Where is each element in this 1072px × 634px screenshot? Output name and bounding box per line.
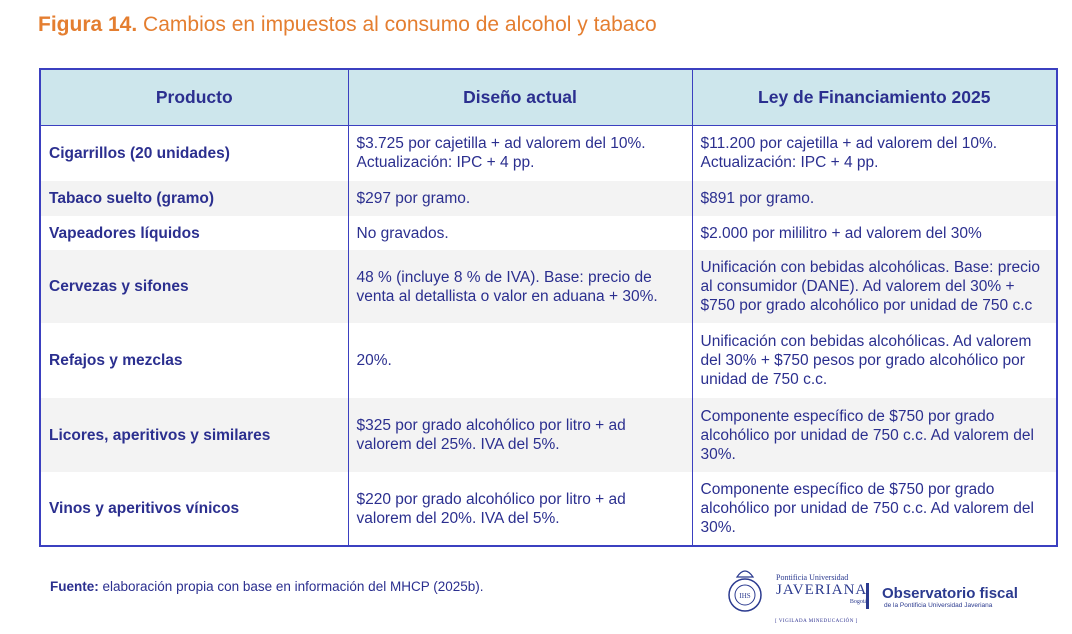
current-design-cell: $297 por gramo.	[347, 181, 693, 216]
new-law-cell: Unificación con bebidas alcohólicas. Ad …	[691, 323, 1058, 398]
header-product: Producto	[39, 69, 349, 126]
table-row: Refajos y mezclas 20%. Unificación con beb…	[39, 323, 1058, 398]
vigilada-text: [ VIGILADA MINEDUCACIÓN ]	[775, 619, 858, 624]
new-law-cell: Componente específico de $750 por grado …	[691, 472, 1058, 546]
table-row: Cervezas y sifones 48 % (incluye 8 % de I…	[39, 250, 1058, 323]
new-law-cell: $891 por gramo.	[691, 181, 1058, 216]
svg-text:IHS: IHS	[739, 592, 750, 600]
product-cell: Tabaco suelto (gramo)	[39, 181, 349, 216]
table-row: Tabaco suelto (gramo) $297 por gramo. $891…	[39, 181, 1058, 216]
current-design-cell: 48 % (incluye 8 % de IVA). Base: precio …	[347, 250, 693, 323]
logo-divider	[866, 583, 869, 609]
observatorio-subtitle: de la Pontificia Universidad Javeriana	[884, 602, 993, 609]
javeriana-logo-text: Pontificia Universidad JAVERIANA Bogotá	[776, 573, 867, 605]
header-new: Ley de Financiamiento 2025	[691, 69, 1058, 126]
figure-number: Figura 14.	[38, 13, 138, 36]
source-label: Fuente:	[50, 579, 99, 594]
product-cell: Cervezas y sifones	[39, 250, 349, 323]
logos: IHS Pontificia Universidad JAVERIANA Bog…	[720, 565, 1050, 625]
product-cell: Refajos y mezclas	[39, 323, 349, 398]
current-design-cell: No gravados.	[347, 216, 693, 250]
source-note: Fuente: elaboración propia con base en i…	[50, 579, 484, 594]
table-header: Producto Diseño actual Ley de Financiami…	[39, 69, 1058, 126]
current-design-cell: $3.725 por cajetilla + ad valorem del 10…	[347, 125, 693, 181]
product-cell: Vinos y aperitivos vínicos	[39, 472, 349, 546]
new-law-cell: $11.200 por cajetilla + ad valorem del 1…	[691, 125, 1058, 181]
table-row: Vapeadores líquidos No gravados. $2.000 po…	[39, 216, 1058, 250]
product-cell: Cigarrillos (20 unidades)	[39, 125, 349, 181]
javeriana-top: Pontificia Universidad	[776, 573, 849, 582]
source-text: elaboración propia con base en informaci…	[102, 579, 484, 594]
header-current: Diseño actual	[347, 69, 693, 126]
tax-table: Producto Diseño actual Ley de Financiami…	[39, 68, 1058, 547]
figure-caption: Cambios en impuestos al consumo de alcoh…	[143, 13, 657, 36]
javeriana-city: Bogotá	[849, 599, 868, 605]
product-cell: Vapeadores líquidos	[39, 216, 349, 250]
table-row: Cigarrillos (20 unidades) $3.725 por caje…	[39, 125, 1058, 181]
new-law-cell: Unificación con bebidas alcohólicas. Bas…	[691, 250, 1058, 323]
javeriana-name: JAVERIANA	[776, 582, 868, 598]
current-design-cell: $325 por grado alcohólico por litro + ad…	[347, 398, 693, 472]
figure-title: Figura 14. Cambios en impuestos al consu…	[38, 13, 657, 37]
table-row: Vinos y aperitivos vínicos $220 por grado…	[39, 472, 1058, 546]
current-design-cell: $220 por grado alcohólico por litro + ad…	[347, 472, 693, 546]
table-row: Licores, aperitivos y similares $325 por …	[39, 398, 1058, 472]
product-cell: Licores, aperitivos y similares	[39, 398, 349, 472]
current-design-cell: 20%.	[347, 323, 693, 398]
new-law-cell: Componente específico de $750 por grado …	[691, 398, 1058, 472]
new-law-cell: $2.000 por mililitro + ad valorem del 30…	[691, 216, 1058, 250]
javeriana-seal-icon: IHS	[728, 570, 762, 612]
observatorio-logo: Observatorio fiscal	[882, 585, 1018, 602]
